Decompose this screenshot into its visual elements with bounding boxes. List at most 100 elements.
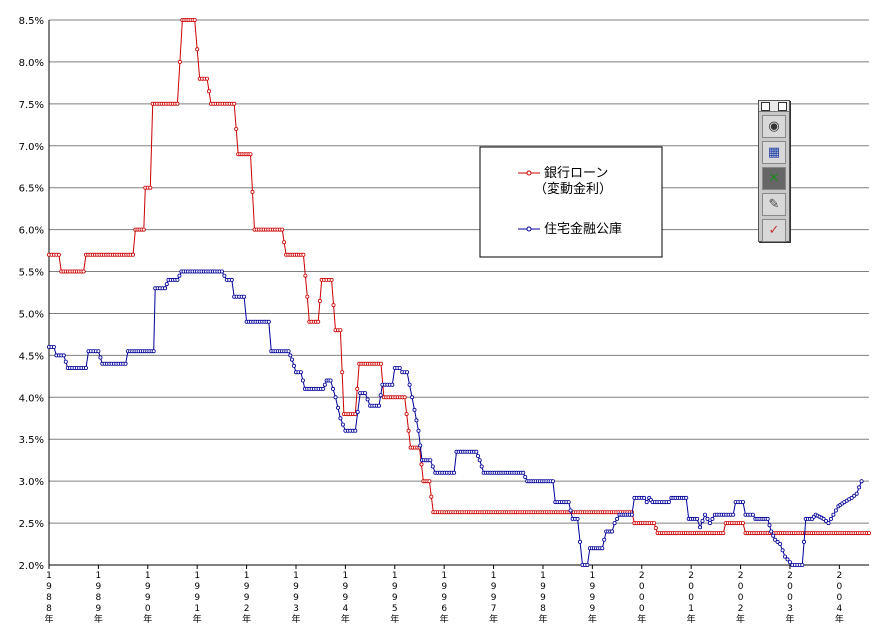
data-point xyxy=(321,386,326,391)
legend-marker-bank xyxy=(526,170,532,176)
data-point xyxy=(229,277,234,282)
data-point xyxy=(474,449,479,454)
data-point xyxy=(833,508,838,513)
data-point xyxy=(376,403,381,408)
data-point xyxy=(710,516,715,521)
data-point xyxy=(365,397,370,402)
data-point xyxy=(280,227,285,232)
data-point xyxy=(195,47,200,52)
data-point xyxy=(698,525,703,530)
data-point xyxy=(98,355,103,360)
y-tick-label: 5.0% xyxy=(19,309,44,320)
y-tick-label: 6.5% xyxy=(19,184,44,195)
data-point xyxy=(234,127,239,132)
y-tick-label: 7.5% xyxy=(19,100,44,111)
data-point xyxy=(427,479,432,484)
data-point xyxy=(96,349,101,354)
data-point xyxy=(305,294,310,299)
excel-icon[interactable]: ✕ xyxy=(762,167,786,190)
data-point xyxy=(61,353,66,358)
data-point xyxy=(831,512,836,517)
data-point xyxy=(177,59,182,64)
data-point xyxy=(826,521,831,526)
data-point xyxy=(707,521,712,526)
data-point xyxy=(355,409,360,414)
data-point xyxy=(338,416,343,421)
data-point xyxy=(666,500,671,505)
chart-icon[interactable]: ✓ xyxy=(762,219,786,242)
data-point xyxy=(340,422,345,427)
data-point xyxy=(56,252,61,257)
data-point xyxy=(378,361,383,366)
data-point xyxy=(329,277,334,282)
data-point xyxy=(600,546,605,551)
data-point xyxy=(785,557,790,562)
data-point xyxy=(566,500,571,505)
data-point xyxy=(206,89,211,94)
edit-icon[interactable]: ✎ xyxy=(762,193,786,216)
eye-icon[interactable]: ◉ xyxy=(762,115,786,138)
data-point xyxy=(322,382,327,387)
y-tick-label: 7.0% xyxy=(19,142,44,153)
data-point xyxy=(477,458,482,463)
data-point xyxy=(340,370,345,375)
data-point xyxy=(407,382,412,387)
data-point xyxy=(578,539,583,544)
data-point xyxy=(769,529,774,534)
data-point xyxy=(700,519,705,524)
series-markers-1 xyxy=(47,269,864,568)
palette-titlebar[interactable] xyxy=(759,101,789,112)
legend: 銀行ローン （変動金利） 住宅金融公庫 xyxy=(479,146,663,258)
document-icon[interactable]: ▦ xyxy=(762,141,786,164)
data-point xyxy=(123,361,128,366)
data-point xyxy=(703,512,708,517)
data-point xyxy=(652,521,657,526)
data-point xyxy=(390,382,395,387)
data-point xyxy=(428,458,433,463)
data-point xyxy=(731,512,736,517)
data-point xyxy=(610,529,615,534)
data-point xyxy=(523,474,528,479)
data-point xyxy=(765,516,770,521)
data-point xyxy=(829,516,834,521)
data-point xyxy=(141,227,146,232)
close-box-icon[interactable] xyxy=(761,102,770,111)
tool-palette[interactable]: ◉ ▦ ✕ ✎ ✓ xyxy=(758,100,790,242)
data-point xyxy=(857,485,862,490)
data-point xyxy=(250,189,255,194)
data-point xyxy=(404,412,409,417)
data-point xyxy=(163,286,168,291)
data-point xyxy=(629,512,634,517)
data-point xyxy=(771,533,776,538)
data-point xyxy=(412,407,417,412)
data-point xyxy=(177,273,182,278)
data-point xyxy=(232,101,237,106)
data-point xyxy=(419,462,424,467)
data-point xyxy=(615,516,620,521)
data-point xyxy=(355,386,360,391)
data-point xyxy=(298,370,303,375)
data-point xyxy=(300,378,305,383)
y-tick-label: 4.0% xyxy=(19,393,44,404)
data-point xyxy=(849,495,854,500)
data-point xyxy=(63,359,68,364)
data-point xyxy=(175,101,180,106)
series-markers-0 xyxy=(47,17,872,536)
y-tick-label: 6.0% xyxy=(19,226,44,237)
data-point xyxy=(84,365,89,370)
zoom-box-icon[interactable] xyxy=(778,102,787,111)
data-point xyxy=(780,548,785,553)
data-point xyxy=(695,516,700,521)
data-point xyxy=(288,353,293,358)
